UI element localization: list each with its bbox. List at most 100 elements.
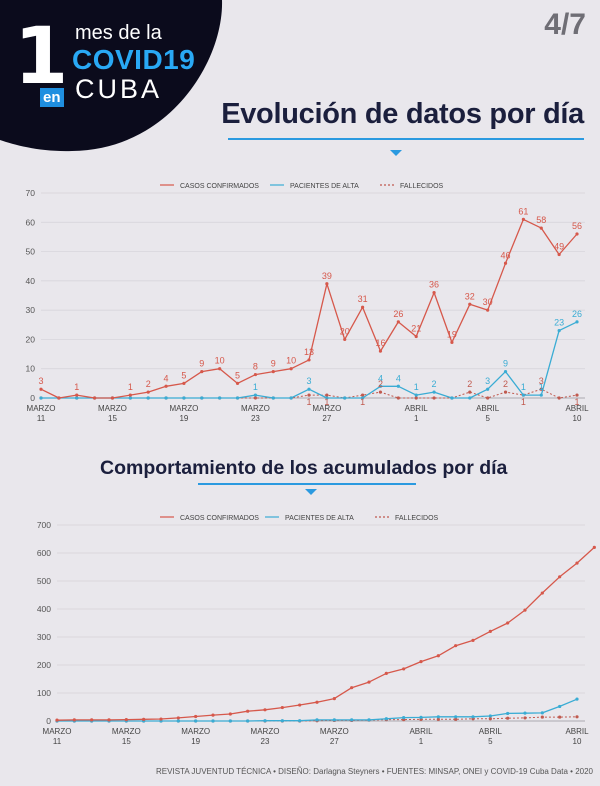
data-point-fallecidos <box>468 390 472 394</box>
y-tick-label: 60 <box>26 217 36 227</box>
data-point-casos-confirmados <box>93 396 97 400</box>
data-point-casos-confirmados <box>503 261 508 265</box>
data-point-casos-confirmados <box>361 305 365 309</box>
x-tick-label: 15 <box>108 414 117 423</box>
data-label-casos-confirmados: 3 <box>38 376 43 386</box>
data-label-casos-confirmados: 49 <box>554 242 564 252</box>
data-point-fallecidos <box>540 715 544 719</box>
data-point-casos-confirmados <box>343 337 347 342</box>
data-label-pacientes-de-alta: 3 <box>485 376 490 386</box>
data-point-fallecidos <box>307 393 311 397</box>
data-label-casos-confirmados: 39 <box>322 271 332 281</box>
brand-line-2: COVID19 <box>72 44 196 75</box>
header-logo-shape <box>0 0 223 152</box>
data-point-casos-confirmados <box>540 591 544 595</box>
data-point-pacientes-de-alta <box>146 396 150 400</box>
data-label-pacientes-de-alta: 23 <box>554 318 564 328</box>
data-point-pacientes-de-alta <box>298 719 302 723</box>
data-label-casos-confirmados: 20 <box>340 326 350 336</box>
data-point-pacientes-de-alta <box>414 393 418 397</box>
data-label-fallecidos: 1 <box>521 397 526 407</box>
x-tick-label: 15 <box>122 737 131 746</box>
data-point-pacientes-de-alta <box>332 718 336 722</box>
data-label-casos-confirmados: 26 <box>393 309 403 319</box>
data-label-pacientes-de-alta: 4 <box>378 373 383 383</box>
data-point-pacientes-de-alta <box>503 370 508 374</box>
data-point-fallecidos <box>523 716 527 720</box>
data-point-casos-confirmados <box>75 393 79 397</box>
data-point-casos-confirmados <box>107 718 111 722</box>
data-point-pacientes-de-alta <box>367 718 371 722</box>
data-label-fallecidos: 1 <box>360 397 365 407</box>
data-point-pacientes-de-alta <box>235 396 240 400</box>
data-label-fallecidos: 1 <box>324 397 329 407</box>
data-point-pacientes-de-alta <box>200 396 204 400</box>
data-point-pacientes-de-alta <box>436 715 440 719</box>
x-tick-label: MARZO <box>169 404 198 413</box>
chart2-title-underline <box>198 483 416 485</box>
x-tick-label: MARZO <box>43 727 72 736</box>
data-point-casos-confirmados <box>55 718 59 722</box>
data-point-casos-confirmados <box>432 290 436 295</box>
legend-label-fallecidos: FALLECIDOS <box>395 515 439 522</box>
data-label-casos-confirmados: 30 <box>483 297 493 307</box>
data-label-casos-confirmados: 1 <box>128 382 133 392</box>
data-point-fallecidos <box>454 717 458 721</box>
x-tick-label: 23 <box>261 737 270 746</box>
y-tick-label: 300 <box>37 632 51 642</box>
data-point-casos-confirmados <box>72 718 76 722</box>
data-point-pacientes-de-alta <box>454 715 458 719</box>
x-tick-label: MARZO <box>251 727 280 736</box>
data-label-casos-confirmados: 13 <box>304 347 314 357</box>
data-point-fallecidos <box>486 396 490 400</box>
data-point-fallecidos <box>432 396 436 400</box>
legend-label-pacientes-de-alta: PACIENTES DE ALTA <box>290 183 359 190</box>
data-point-casos-confirmados <box>506 621 510 625</box>
data-point-casos-confirmados <box>436 654 440 658</box>
data-label-casos-confirmados: 5 <box>235 370 240 380</box>
data-point-pacientes-de-alta <box>343 396 347 400</box>
data-point-casos-confirmados <box>176 716 180 720</box>
data-point-pacientes-de-alta <box>506 711 510 716</box>
series-line-casos-confirmados <box>56 546 595 721</box>
x-tick-label: ABRIL <box>479 727 503 736</box>
data-point-casos-confirmados <box>378 349 383 353</box>
y-tick-label: 200 <box>37 660 51 670</box>
data-point-pacientes-de-alta <box>246 719 250 723</box>
data-point-fallecidos <box>557 396 561 400</box>
y-tick-label: 70 <box>26 188 36 198</box>
data-point-pacientes-de-alta <box>432 390 436 394</box>
data-point-pacientes-de-alta <box>182 396 186 400</box>
x-tick-label: MARZO <box>98 404 127 413</box>
data-point-pacientes-de-alta <box>350 718 354 722</box>
x-tick-label: 1 <box>419 737 424 746</box>
chart2-title: Comportamiento de los acumulados por día <box>100 457 508 479</box>
data-label-casos-confirmados: 1 <box>74 382 79 392</box>
data-label-fallecidos: 3 <box>539 376 544 386</box>
x-tick-label: 19 <box>191 737 200 746</box>
data-label-casos-confirmados: 56 <box>572 221 582 231</box>
data-point-casos-confirmados <box>539 226 543 230</box>
data-point-pacientes-de-alta <box>378 384 383 388</box>
data-label-fallecidos: 2 <box>378 379 383 389</box>
chart1-caret-icon <box>390 150 402 156</box>
x-tick-label: 19 <box>179 414 188 423</box>
data-label-casos-confirmados: 46 <box>501 250 511 260</box>
x-tick-label: 27 <box>330 737 339 746</box>
data-point-pacientes-de-alta <box>486 387 490 391</box>
data-label-casos-confirmados: 4 <box>164 373 169 383</box>
data-point-casos-confirmados <box>57 396 61 400</box>
data-point-pacientes-de-alta <box>361 396 365 400</box>
data-point-casos-confirmados <box>575 232 579 236</box>
data-point-casos-confirmados <box>200 370 204 374</box>
data-point-casos-confirmados <box>414 334 418 339</box>
y-tick-label: 700 <box>37 520 51 530</box>
data-point-pacientes-de-alta <box>280 719 284 723</box>
y-tick-label: 20 <box>26 334 36 344</box>
data-label-pacientes-de-alta: 1 <box>539 382 544 392</box>
y-tick-label: 600 <box>37 548 51 558</box>
y-tick-label: 100 <box>37 688 51 698</box>
data-point-pacientes-de-alta <box>211 719 215 723</box>
brand-line-3: CUBA <box>75 74 163 104</box>
data-point-casos-confirmados <box>592 545 596 549</box>
